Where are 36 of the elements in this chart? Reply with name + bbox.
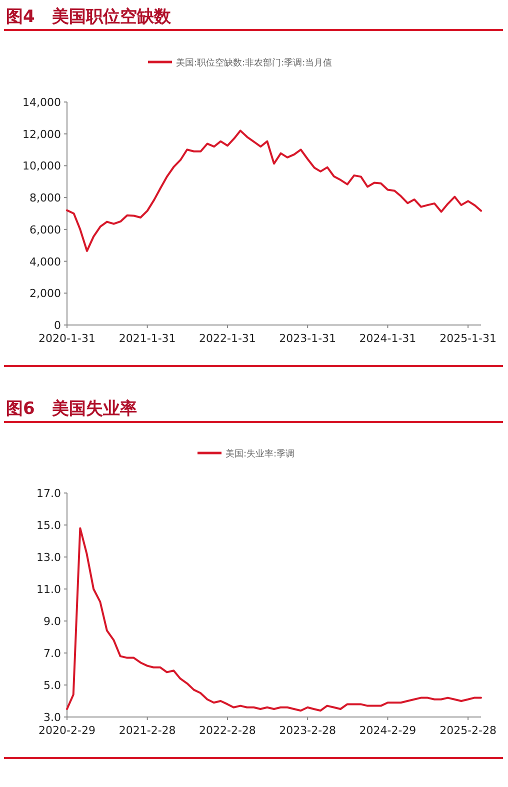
y-tick-label: 2,000 <box>30 287 61 300</box>
x-tick-label: 2022-1-31 <box>198 332 256 345</box>
legend-label: 美国:失业率:季调 <box>226 448 295 460</box>
y-tick-label: 13.0 <box>36 551 61 564</box>
x-tick-label: 2025-2-28 <box>440 724 497 737</box>
x-tick-label: 2024-1-31 <box>359 332 416 345</box>
y-tick-label: 6,000 <box>30 223 61 236</box>
x-tick-label: 2024-2-29 <box>359 724 416 737</box>
x-tick-label: 2023-2-28 <box>279 724 336 737</box>
chart-title: 图4 美国职位空缺数 <box>6 7 172 27</box>
x-tick-label: 2021-2-28 <box>118 724 176 737</box>
y-tick-label: 3.0 <box>44 711 61 724</box>
legend: 美国:职位空缺数:非农部门:季调:当月值 <box>148 58 332 68</box>
y-tick-label: 11.0 <box>36 583 61 596</box>
line-series <box>66 130 482 252</box>
x-tick-label: 2020-1-31 <box>38 332 96 345</box>
x-tick-label: 2020-2-29 <box>38 724 96 737</box>
legend-label: 美国:职位空缺数:非农部门:季调:当月值 <box>176 58 332 68</box>
y-tick-label: 4,000 <box>30 255 61 268</box>
y-tick-label: 8,000 <box>30 192 61 205</box>
y-tick-label: 17.0 <box>36 487 61 500</box>
y-tick-label: 10,000 <box>22 160 61 173</box>
y-tick-label: 15.0 <box>36 519 61 532</box>
x-tick-label: 2025-1-31 <box>440 332 497 345</box>
y-tick-label: 9.0 <box>44 615 61 628</box>
y-tick-label: 14,000 <box>22 96 61 109</box>
legend: 美国:失业率:季调 <box>198 450 295 460</box>
y-tick-label: 0 <box>54 319 61 332</box>
x-tick-label: 2021-1-31 <box>118 332 176 345</box>
x-tick-label: 2023-1-31 <box>279 332 336 345</box>
line-series <box>66 527 482 712</box>
x-tick-label: 2022-2-28 <box>198 724 256 737</box>
y-tick-label: 12,000 <box>22 128 61 141</box>
y-tick-label: 5.0 <box>44 679 61 692</box>
y-tick-label: 7.0 <box>44 647 61 660</box>
chart-title: 图6 美国失业率 <box>6 399 137 419</box>
